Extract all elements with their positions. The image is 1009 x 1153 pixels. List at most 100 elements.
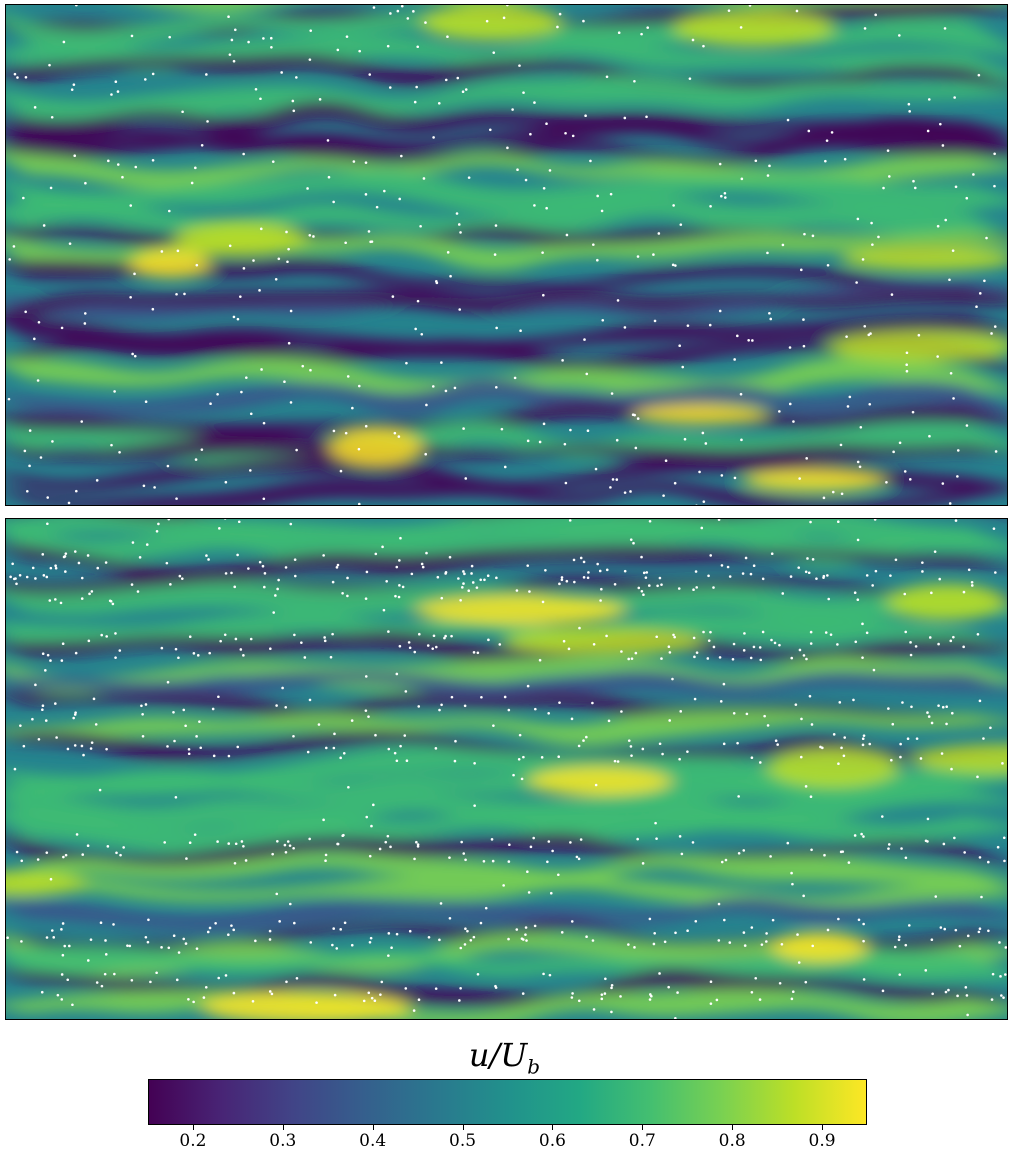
particle [160,250,164,253]
particle [262,497,266,501]
particle [495,326,498,330]
particle [545,122,548,126]
particle [889,574,892,577]
high-speed-region [200,991,412,1019]
particle [46,522,49,526]
particle [610,1010,613,1014]
particle [522,755,525,759]
particle [281,686,284,690]
particle [60,928,63,931]
particle [208,651,211,655]
particle [133,272,136,276]
particle [175,978,179,982]
particle [482,859,486,863]
particle [425,403,428,407]
particle [331,943,334,947]
particle [205,554,208,557]
particle [41,708,44,712]
particle [667,985,670,989]
particle [763,714,766,718]
particle [216,840,219,843]
particle [416,845,420,848]
particle [426,644,430,647]
particle [958,944,962,948]
particle [118,649,122,652]
high-speed-streak [6,10,1007,55]
particle [807,571,811,575]
particle [492,51,496,54]
particle [383,189,386,193]
particle [794,703,798,706]
particle [464,927,467,931]
particle [558,12,562,16]
particle [733,476,737,480]
particle [861,743,865,747]
particle [861,656,864,659]
particle [395,759,399,763]
particle [526,870,529,873]
particle [887,843,891,846]
particle [898,441,902,445]
particle [533,101,536,104]
particle [335,566,339,569]
particle [956,449,960,452]
particle [75,5,78,7]
high-speed-region [174,221,307,257]
particle [224,572,228,575]
particle [558,701,561,704]
particle [434,987,438,990]
particle [853,591,857,595]
particle [453,759,457,763]
low-speed-streak [6,434,1007,461]
particle [88,592,91,596]
particle [68,242,72,245]
particle [837,762,840,766]
particle [113,390,116,393]
particle [324,746,328,750]
particle [364,161,368,164]
particle [824,631,828,634]
particle [822,496,826,500]
particle [645,115,648,119]
particle [268,929,272,933]
high-speed-region [743,469,886,492]
particle [803,232,806,236]
particle [695,504,698,505]
high-speed-region [503,627,704,656]
particle [609,486,612,489]
particle [365,815,369,819]
particle [540,756,544,759]
particle [723,918,726,922]
particle [72,716,75,720]
particle [569,428,572,432]
particle [726,565,730,569]
particle [758,646,762,649]
particle [111,602,115,606]
particle [1004,946,1007,949]
particle [49,186,53,190]
particle [802,894,805,898]
particle [881,989,885,993]
particle [806,557,809,560]
particle [116,163,120,166]
particle [513,376,517,380]
colorbar-tick-label: 0.3 [269,1131,297,1151]
particle [49,566,53,570]
high-speed-streak [6,520,1007,569]
particle [34,683,37,687]
particle [601,318,605,322]
particle [982,737,985,740]
particle [395,932,399,936]
particle [826,574,829,577]
particle [209,402,212,406]
particle [678,757,681,761]
particle [450,634,453,638]
particle [275,704,278,707]
particle [534,707,537,711]
particle [448,555,452,559]
particle [367,991,371,995]
particle [904,856,908,860]
particle [702,44,705,48]
particle [239,648,243,651]
particle [49,877,53,881]
